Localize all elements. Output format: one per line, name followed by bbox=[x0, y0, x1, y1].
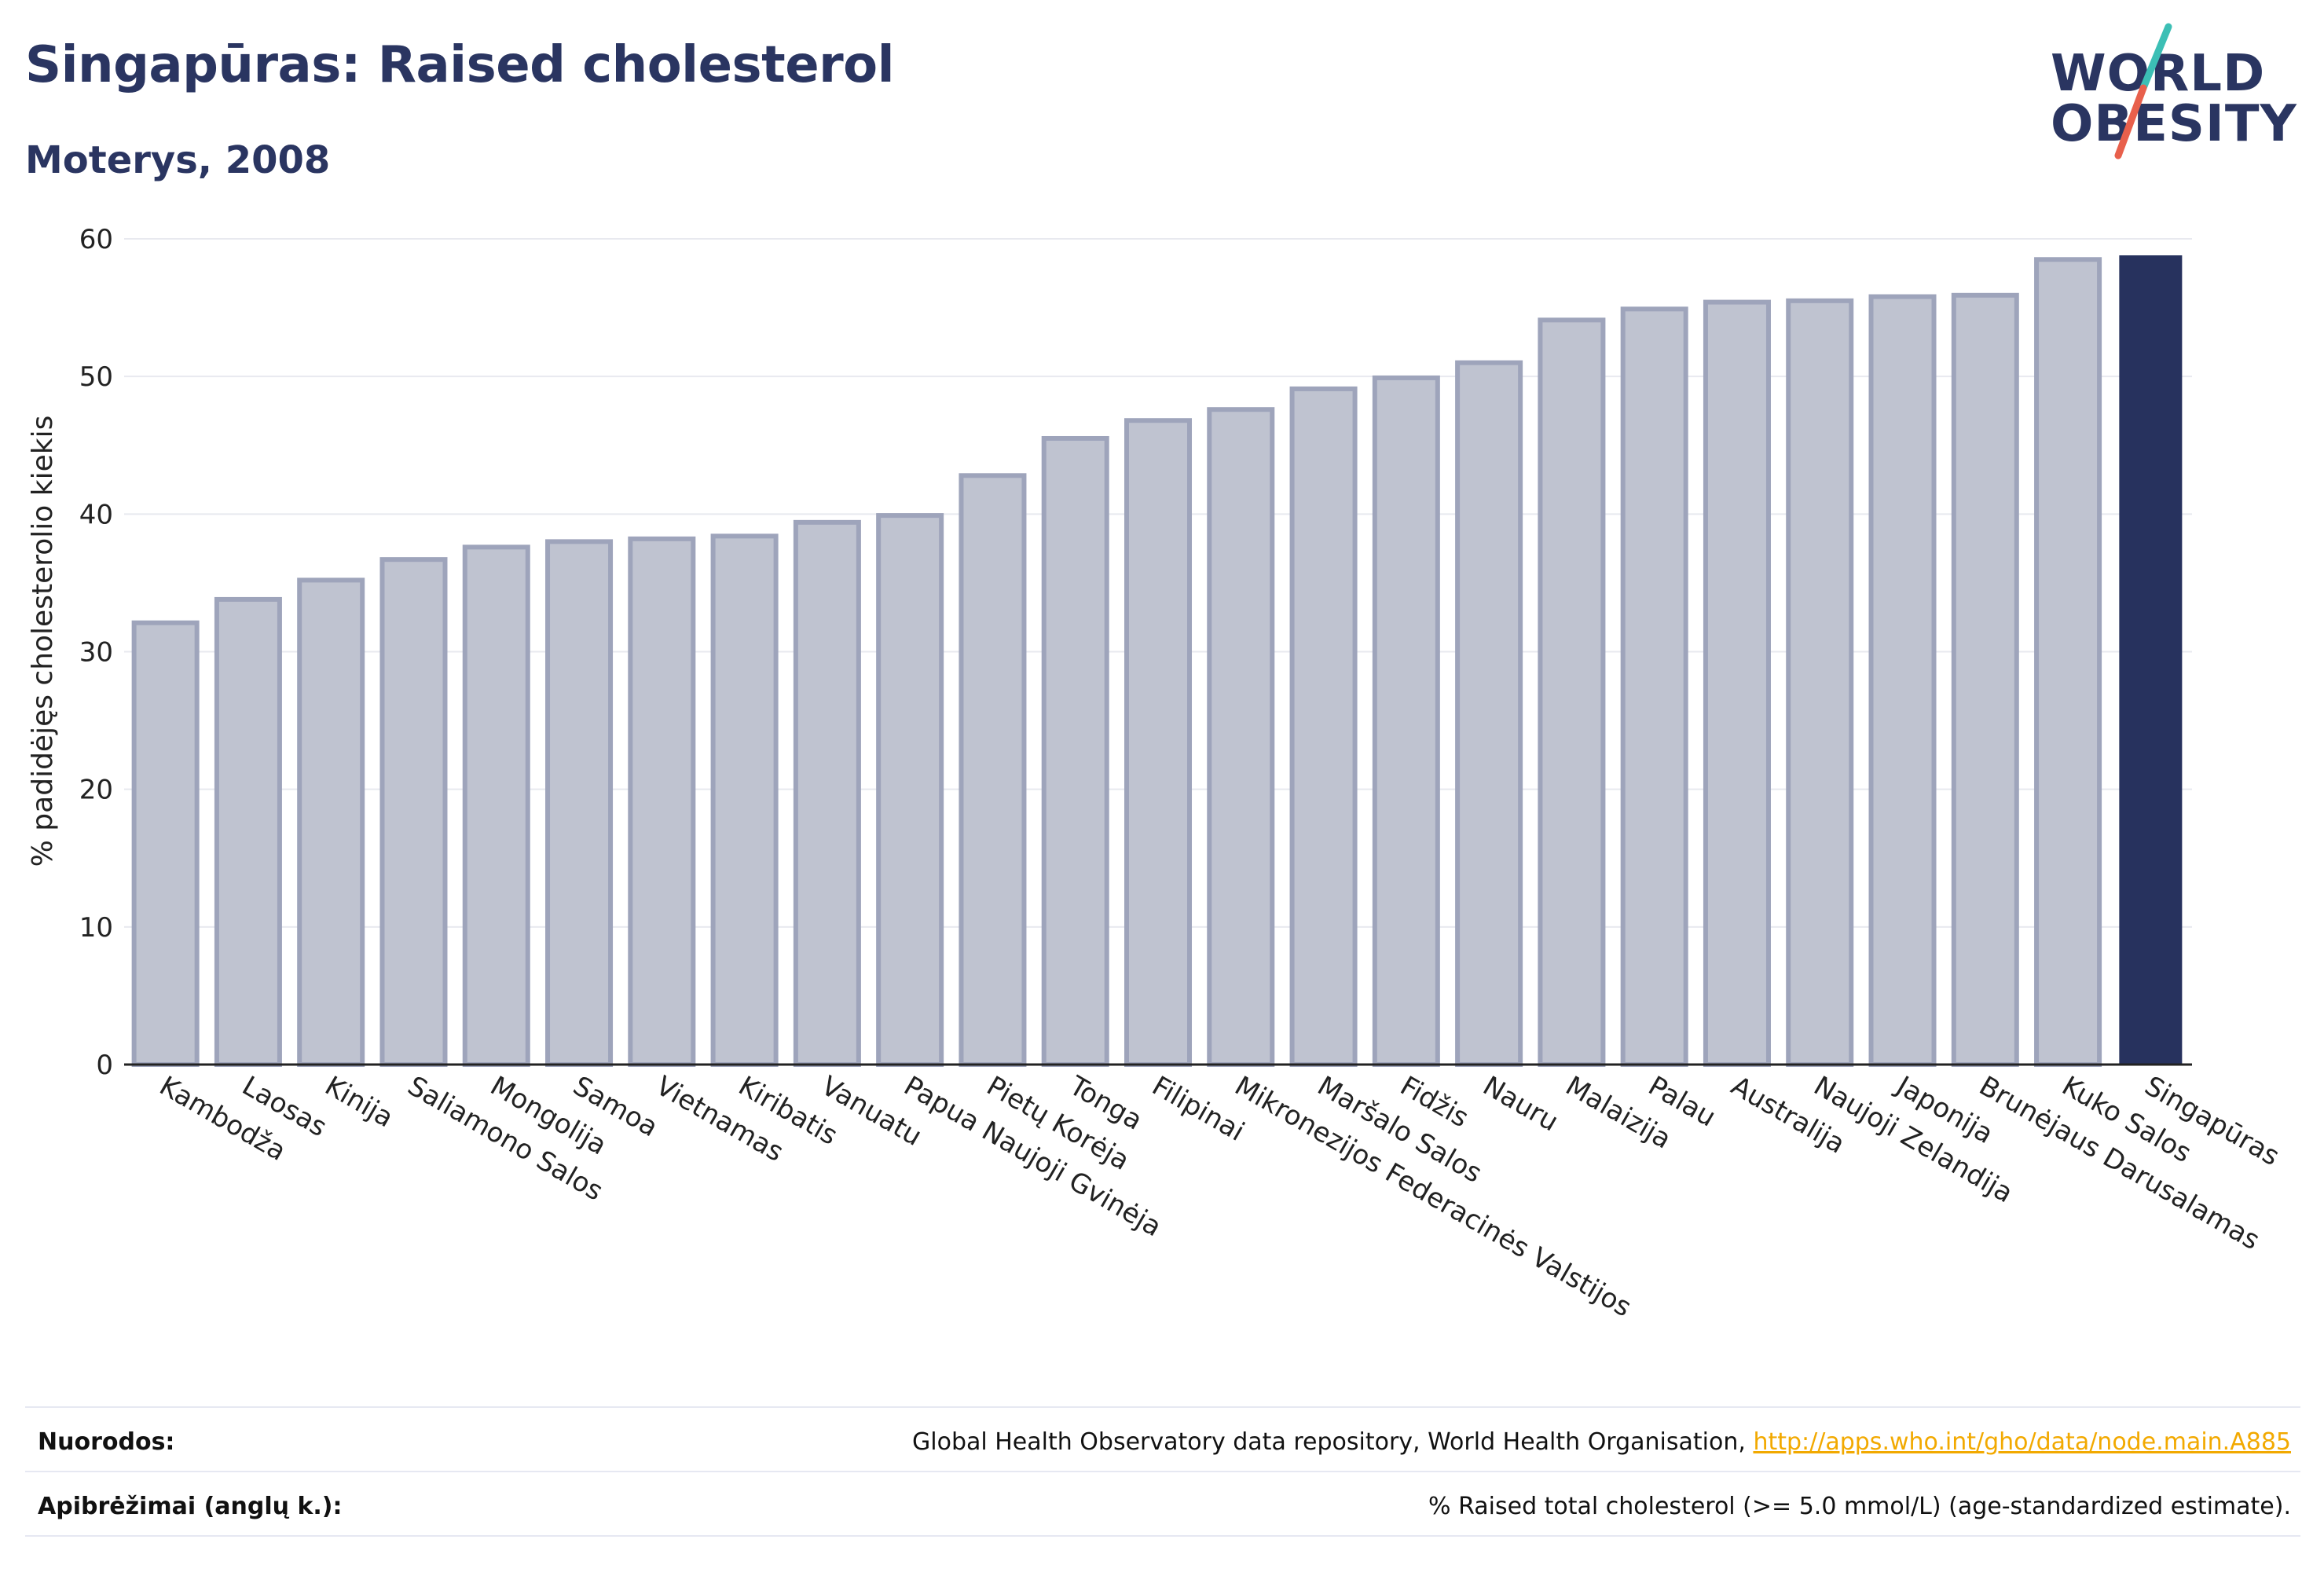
logo-line-2: OBESITY bbox=[2051, 95, 2297, 153]
sources-text: Global Health Observatory data repositor… bbox=[912, 1428, 1754, 1456]
bar bbox=[2034, 257, 2102, 1067]
world-obesity-logo: WORLD OBESITY bbox=[2051, 22, 2310, 163]
bar bbox=[297, 577, 365, 1067]
bar bbox=[1703, 299, 1771, 1067]
bar bbox=[1372, 375, 1440, 1067]
bar bbox=[1538, 317, 1606, 1067]
bar bbox=[793, 519, 861, 1067]
sources-label: Nuorodos: bbox=[38, 1428, 175, 1456]
y-tick-label: 30 bbox=[79, 637, 113, 669]
y-tick-label: 20 bbox=[79, 775, 113, 806]
bar bbox=[1868, 294, 1937, 1067]
chart-title: Singapūras: Raised cholesterol bbox=[25, 36, 895, 94]
bar bbox=[959, 473, 1027, 1067]
bar bbox=[876, 513, 944, 1067]
bar bbox=[1207, 407, 1275, 1067]
logo-slash-icon bbox=[2114, 23, 2172, 159]
y-axis-label: % padidėjęs cholesterolio kiekis bbox=[27, 416, 59, 867]
y-tick-label: 50 bbox=[79, 361, 113, 393]
bar bbox=[1041, 435, 1109, 1067]
y-tick-label: 0 bbox=[96, 1050, 113, 1081]
y-tick-label: 10 bbox=[79, 912, 113, 944]
sources-value: Global Health Observatory data repositor… bbox=[912, 1428, 2291, 1456]
chart-subtitle: Moterys, 2008 bbox=[25, 138, 331, 182]
x-tick-label: Filipinai bbox=[1147, 1070, 1250, 1148]
bar bbox=[379, 557, 448, 1067]
footer-definitions-row: Apibrėžimai (anglų k.): % Raised total c… bbox=[25, 1475, 2300, 1538]
bar bbox=[462, 544, 530, 1067]
bar bbox=[710, 533, 779, 1067]
definitions-label: Apibrėžimai (anglų k.): bbox=[38, 1493, 343, 1520]
bar bbox=[131, 620, 200, 1067]
x-tick-label: Nauru bbox=[1478, 1070, 1564, 1138]
y-tick-label: 40 bbox=[79, 499, 113, 530]
footer-divider-top bbox=[25, 1406, 2300, 1408]
bar bbox=[545, 539, 614, 1067]
sources-link[interactable]: http://apps.who.int/gho/data/node.main.A… bbox=[1753, 1428, 2291, 1456]
bar bbox=[1620, 306, 1688, 1067]
footer-divider-middle bbox=[25, 1471, 2300, 1472]
y-axis-ticks: 0 10 20 30 40 50 60 bbox=[79, 224, 113, 1081]
bar bbox=[214, 596, 282, 1067]
bar bbox=[2119, 255, 2183, 1065]
x-tick-label: Kinija bbox=[320, 1070, 399, 1134]
bar bbox=[1289, 386, 1358, 1068]
bar bbox=[1786, 298, 1854, 1067]
bar bbox=[1455, 360, 1523, 1067]
footer-sources-row: Nuorodos: Global Health Observatory data… bbox=[25, 1411, 2300, 1474]
bars bbox=[124, 255, 2192, 1068]
bar bbox=[1124, 418, 1193, 1067]
bar bbox=[628, 536, 696, 1067]
bar bbox=[1951, 292, 2019, 1067]
footer-divider-bottom bbox=[25, 1535, 2300, 1537]
definitions-value: % Raised total cholesterol (>= 5.0 mmol/… bbox=[1428, 1493, 2291, 1520]
y-tick-label: 60 bbox=[79, 224, 113, 255]
